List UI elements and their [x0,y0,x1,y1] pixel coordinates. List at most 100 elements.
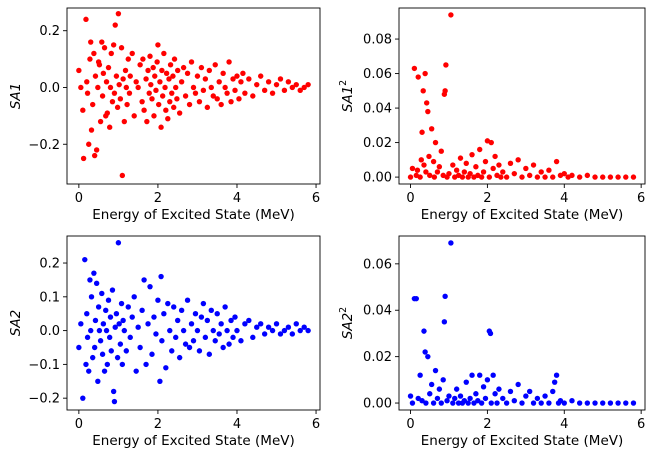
y-axis-label-base: SA1 [340,86,356,112]
data-point [101,368,108,374]
data-point [438,400,444,406]
data-point [422,70,428,77]
data-point [110,42,117,48]
data-point [277,76,284,82]
data-point [584,400,591,406]
data-point [110,388,117,395]
data-point [414,167,421,173]
y-tick-label: 0.1 [39,290,60,305]
data-point [86,141,92,147]
x-tick-label: 2 [154,191,162,206]
data-point [214,311,220,317]
data-point [88,39,94,45]
data-point [550,174,556,180]
data-point [277,331,284,337]
data-point [107,84,114,91]
data-point [99,39,105,45]
data-point [190,84,197,91]
data-point [482,158,489,165]
data-point [202,334,209,341]
data-point [122,67,129,74]
data-point [496,162,502,168]
data-point [163,365,169,371]
data-point [265,79,272,85]
data-point [258,73,264,79]
data-point [145,321,151,327]
data-point [285,324,292,330]
data-point [139,307,145,314]
data-point [176,110,183,116]
data-point [432,367,439,374]
data-point [242,90,248,96]
data-point [427,391,433,397]
data-point [167,327,173,334]
data-point [173,84,179,91]
data-point [538,400,544,406]
x-tick-label: 2 [483,417,491,432]
data-point [258,321,264,327]
data-point [542,174,548,180]
data-point [234,327,240,334]
data-point [418,157,424,163]
data-point [103,307,109,314]
x-tick-label: 4 [560,417,568,432]
data-point [430,400,437,406]
data-point [542,393,548,399]
data-point [169,90,175,96]
data-point [228,98,234,105]
data-point [305,327,311,334]
data-point [615,400,621,406]
x-tick-label: 0 [75,417,83,432]
data-point [234,73,240,79]
data-point [83,361,89,368]
data-point [90,101,96,108]
data-point [100,70,107,76]
data-point [113,73,120,79]
data-point [129,50,135,57]
data-point [448,12,454,18]
data-point [473,164,479,170]
y-axis-label-base: SA1 [8,83,24,109]
data-point [115,240,122,246]
data-point [301,324,307,330]
data-point [457,155,464,161]
data-point [421,162,427,168]
data-point [289,331,296,337]
data-point [159,338,165,344]
x-tick-label: 0 [75,191,83,206]
data-point [198,64,205,71]
data-point [93,147,100,153]
data-point [153,87,159,94]
plot-frame [398,7,646,185]
data-point [443,62,449,68]
data-point [417,372,423,378]
data-point [157,378,163,384]
data-point [206,351,213,357]
data-point [188,321,195,327]
data-point [434,169,441,175]
data-point [95,84,101,91]
data-point [188,59,195,65]
y-axis-label: SA2 [8,310,24,336]
data-point [469,151,475,158]
data-point [415,74,421,80]
data-point [114,104,121,111]
data-point [212,338,218,344]
data-point [446,170,452,177]
data-point [250,334,256,341]
y-tick-label: 0.00 [363,397,392,412]
data-point [86,368,92,374]
data-point [204,317,211,324]
data-point [281,87,288,94]
data-point [228,317,234,324]
data-point [411,65,418,72]
data-point [125,304,131,310]
data-point [246,76,252,82]
data-point [118,45,125,51]
data-point [83,16,89,23]
data-point [91,270,97,276]
data-point [423,169,429,175]
data-point [419,129,425,135]
data-point [428,126,435,132]
